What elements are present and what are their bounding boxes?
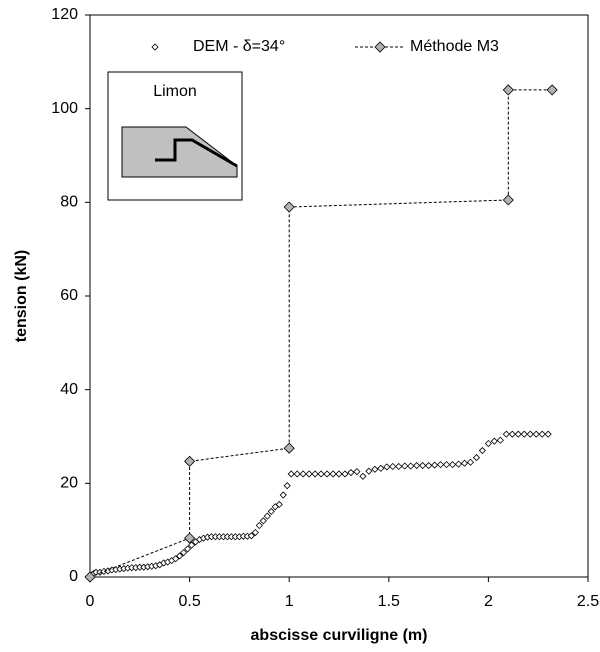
data-point xyxy=(365,467,373,475)
data-point xyxy=(448,461,457,469)
data-point xyxy=(293,470,301,478)
data-point xyxy=(259,517,267,525)
data-point xyxy=(490,437,498,445)
data-point xyxy=(538,430,546,438)
data-point xyxy=(532,430,540,438)
data-point xyxy=(359,472,367,480)
x-tick-label: 1 xyxy=(285,593,294,610)
x-tick-label: 0.5 xyxy=(178,593,200,610)
data-point xyxy=(413,461,421,470)
data-point xyxy=(172,555,180,563)
data-point xyxy=(353,468,361,476)
y-tick-label: 0 xyxy=(69,568,78,585)
data-point xyxy=(383,463,391,471)
data-point xyxy=(401,462,409,470)
data-point xyxy=(496,436,504,444)
legend-label: DEM - δ=34° xyxy=(193,38,285,55)
data-point xyxy=(188,541,196,549)
data-point xyxy=(508,430,516,438)
data-point xyxy=(419,461,427,470)
legend-label: Méthode M3 xyxy=(410,38,499,55)
data-point xyxy=(514,430,522,438)
data-point xyxy=(263,512,271,520)
data-point xyxy=(184,545,192,553)
data-point xyxy=(323,470,331,478)
data-point xyxy=(526,430,534,438)
data-point xyxy=(247,532,255,540)
data-point xyxy=(279,491,287,499)
y-tick-label: 120 xyxy=(51,6,78,23)
data-point xyxy=(275,500,283,508)
series-line xyxy=(89,89,553,578)
x-tick-label: 2 xyxy=(484,593,493,610)
data-point xyxy=(443,461,451,469)
data-point xyxy=(472,454,481,462)
inset-reinforcement xyxy=(155,138,238,168)
inset-label: Limon xyxy=(153,83,197,100)
data-point xyxy=(283,442,295,454)
data-point xyxy=(520,430,528,438)
data-point xyxy=(184,455,196,467)
x-tick-label: 0 xyxy=(86,593,95,610)
data-point xyxy=(502,430,510,438)
data-point xyxy=(287,470,295,478)
y-tick-label: 80 xyxy=(60,194,78,211)
data-point xyxy=(347,468,355,477)
data-point xyxy=(431,461,439,469)
y-tick-label: 40 xyxy=(60,381,78,398)
data-point xyxy=(484,439,492,448)
data-point xyxy=(377,464,385,472)
data-point xyxy=(311,470,319,478)
data-point xyxy=(546,84,558,96)
data-point xyxy=(176,552,184,560)
data-point xyxy=(335,470,343,478)
data-point xyxy=(255,521,263,530)
data-point xyxy=(341,470,349,478)
data-point xyxy=(437,461,445,469)
data-point xyxy=(544,430,552,438)
data-point xyxy=(466,458,475,466)
data-point xyxy=(395,462,403,471)
y-tick-label: 60 xyxy=(60,287,78,304)
data-point xyxy=(329,470,337,478)
data-point xyxy=(371,465,379,473)
data-point xyxy=(502,194,514,206)
data-point xyxy=(305,470,313,478)
x-axis-label: abscisse curviligne (m) xyxy=(251,627,428,644)
data-point xyxy=(502,84,514,96)
y-axis-label: tension (kN) xyxy=(13,250,30,342)
x-tick-label: 2.5 xyxy=(577,593,599,610)
data-point xyxy=(460,459,469,467)
data-point xyxy=(478,446,486,455)
inset-slope xyxy=(121,126,238,178)
data-point xyxy=(425,461,433,470)
data-point xyxy=(283,482,291,490)
data-point xyxy=(184,532,196,544)
data-point xyxy=(317,470,325,478)
x-tick-label: 1.5 xyxy=(378,593,400,610)
data-point xyxy=(389,462,397,471)
data-point xyxy=(407,462,415,470)
data-point xyxy=(251,528,259,537)
data-point xyxy=(180,549,188,557)
legend-marker xyxy=(374,41,386,53)
data-point xyxy=(283,201,295,213)
data-point xyxy=(299,470,307,478)
y-tick-label: 20 xyxy=(60,475,78,492)
data-point xyxy=(84,571,96,583)
y-tick-label: 100 xyxy=(51,100,78,117)
data-point xyxy=(267,507,275,515)
data-point xyxy=(454,460,463,468)
legend-marker xyxy=(151,43,159,51)
